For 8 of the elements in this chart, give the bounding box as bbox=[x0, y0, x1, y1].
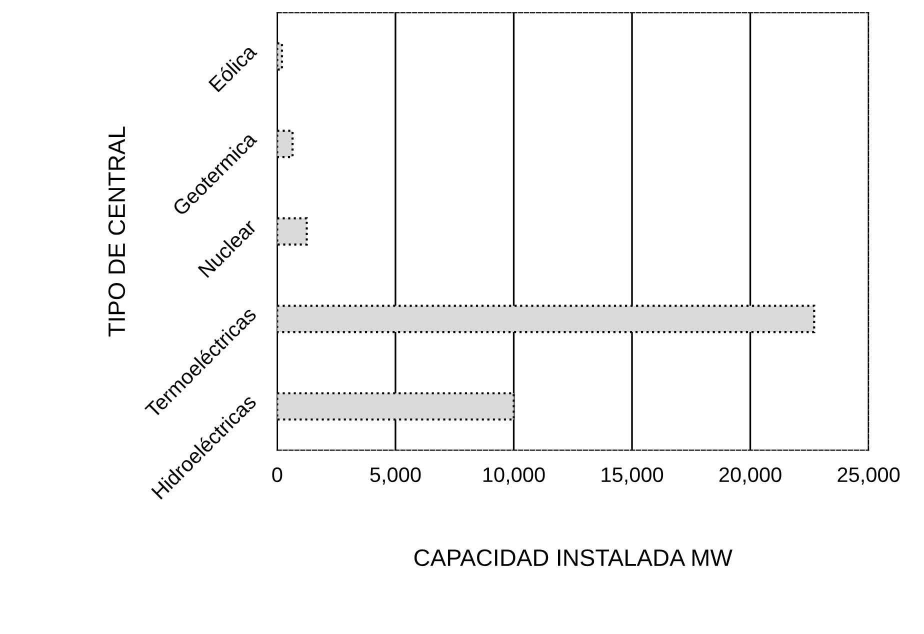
x-tick-label: 0 bbox=[272, 467, 282, 482]
x-tick-label: 20,000 bbox=[719, 467, 782, 485]
x-tick-label: 25,000 bbox=[838, 467, 900, 485]
x-tick-label: 10,000 bbox=[483, 467, 545, 485]
x-tick-label: 15,000 bbox=[602, 467, 664, 485]
x-tick-label: 5,000 bbox=[370, 467, 421, 485]
x-axis-title: CAPACIDAD INSTALADA MW bbox=[414, 549, 732, 566]
y-axis-title: TIPO DE CENTRAL bbox=[108, 126, 126, 336]
